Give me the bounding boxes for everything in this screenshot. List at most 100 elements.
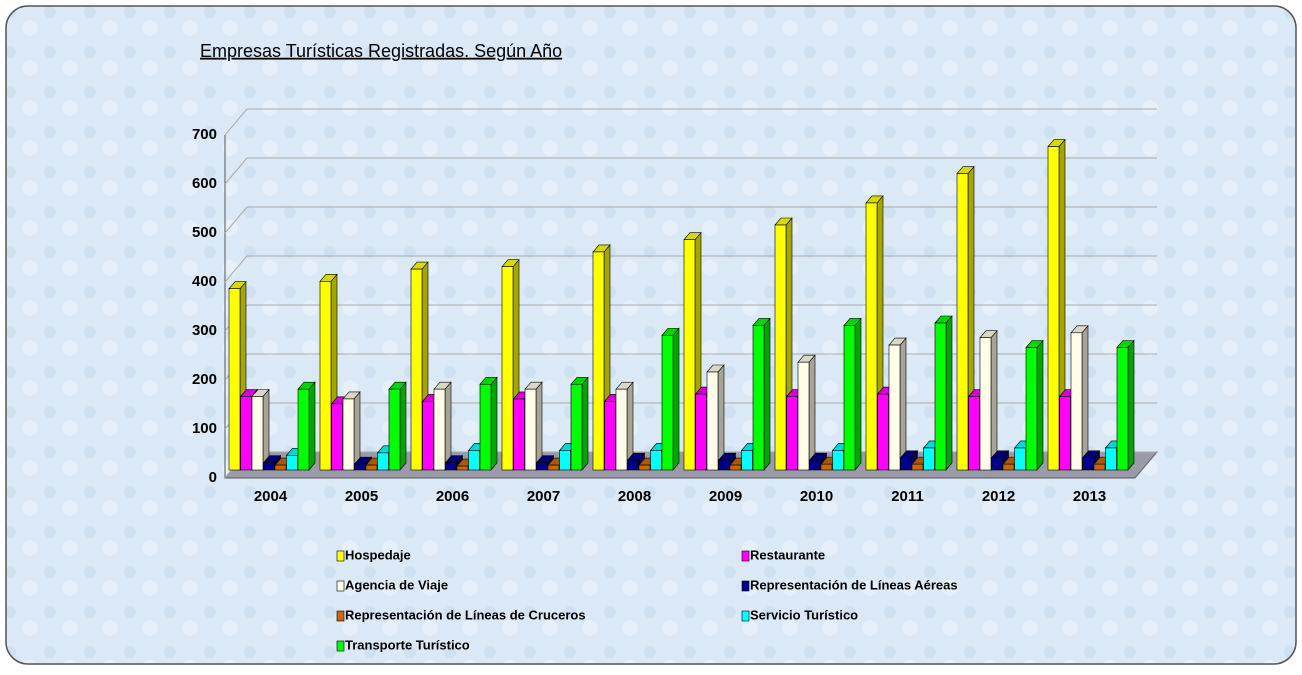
x-tick-label: 2004 bbox=[254, 488, 288, 505]
bar bbox=[695, 393, 707, 471]
bar-side bbox=[399, 381, 407, 471]
bar bbox=[650, 450, 662, 471]
bar bbox=[832, 450, 844, 471]
bar-side bbox=[1127, 339, 1135, 471]
bar bbox=[547, 464, 560, 471]
bar bbox=[900, 457, 912, 471]
bar-side bbox=[308, 381, 316, 471]
bar bbox=[422, 401, 434, 471]
bar bbox=[797, 361, 810, 471]
bar bbox=[479, 383, 492, 471]
bar bbox=[468, 450, 480, 471]
bar bbox=[410, 268, 423, 471]
bar bbox=[501, 266, 514, 471]
bar bbox=[865, 202, 878, 471]
chart-title: Empresas Turísticas Registradas. Según A… bbox=[200, 41, 562, 61]
bar bbox=[433, 388, 446, 471]
bar-side bbox=[854, 317, 862, 471]
bar bbox=[1082, 457, 1094, 471]
legend-label: Restaurante bbox=[750, 547, 825, 562]
legend-swatch bbox=[336, 580, 345, 592]
bar-side bbox=[1036, 339, 1044, 471]
y-tick-label: 500 bbox=[192, 224, 217, 241]
bar-side bbox=[945, 315, 953, 471]
bar bbox=[683, 239, 696, 471]
bar bbox=[774, 224, 787, 471]
bar bbox=[1014, 447, 1026, 471]
bar bbox=[1093, 463, 1106, 471]
legend-label: Hospedaje bbox=[345, 547, 411, 562]
x-tick-label: 2011 bbox=[891, 488, 924, 505]
y-tick-label: 700 bbox=[192, 126, 217, 143]
grid-line bbox=[224, 255, 248, 283]
y-tick-label: 0 bbox=[209, 469, 217, 486]
bar bbox=[638, 464, 651, 471]
legend-label: Transporte Turístico bbox=[345, 637, 470, 652]
bar bbox=[1002, 463, 1015, 471]
bar-side bbox=[581, 376, 589, 471]
legend-label: Agencia de Viaje bbox=[345, 577, 448, 592]
bar bbox=[741, 450, 753, 471]
bar bbox=[627, 459, 639, 471]
bar bbox=[536, 462, 548, 471]
bar bbox=[1047, 146, 1060, 471]
bar bbox=[786, 396, 798, 471]
bar bbox=[524, 388, 537, 471]
bar bbox=[888, 344, 901, 471]
x-tick-label: 2008 bbox=[618, 488, 651, 505]
bar bbox=[718, 459, 730, 471]
x-tick-label: 2007 bbox=[527, 488, 560, 505]
bar bbox=[228, 288, 241, 471]
legend-swatch bbox=[741, 610, 750, 622]
grid-line bbox=[224, 206, 248, 234]
bar bbox=[843, 325, 856, 471]
bar bbox=[661, 334, 674, 471]
y-tick-label: 600 bbox=[192, 175, 217, 192]
bar-side bbox=[899, 337, 907, 471]
x-tick-label: 2012 bbox=[982, 488, 1015, 505]
bar bbox=[1059, 396, 1071, 471]
bar-side bbox=[990, 329, 998, 471]
legend-swatch bbox=[336, 610, 345, 622]
bar bbox=[979, 337, 992, 471]
bar-side bbox=[763, 317, 771, 471]
y-tick-label: 300 bbox=[192, 322, 217, 339]
legend-swatch bbox=[336, 550, 345, 562]
bar bbox=[319, 281, 332, 471]
bar-side bbox=[717, 364, 725, 471]
bar bbox=[263, 462, 275, 471]
bar bbox=[956, 173, 969, 471]
bar bbox=[1116, 347, 1129, 471]
y-tick-label: 200 bbox=[192, 371, 217, 388]
bar bbox=[251, 396, 264, 471]
legend-label: Servicio Turístico bbox=[750, 607, 858, 622]
bar bbox=[911, 463, 924, 471]
x-tick-label: 2013 bbox=[1073, 488, 1106, 505]
bar bbox=[592, 251, 605, 471]
bar bbox=[559, 450, 571, 471]
y-tick-label: 400 bbox=[192, 273, 217, 290]
x-tick-label: 2010 bbox=[800, 488, 833, 505]
grid-line bbox=[224, 108, 248, 136]
bar bbox=[706, 371, 719, 471]
bar bbox=[331, 403, 343, 471]
bar bbox=[570, 383, 583, 471]
grid-line bbox=[224, 157, 248, 185]
bar bbox=[729, 464, 742, 471]
y-tick-label: 100 bbox=[192, 420, 217, 437]
bar bbox=[1105, 447, 1117, 471]
bar bbox=[456, 465, 469, 471]
bar bbox=[354, 463, 366, 471]
bar bbox=[604, 401, 616, 471]
bar bbox=[1070, 332, 1083, 471]
bar bbox=[809, 459, 821, 471]
legend-swatch bbox=[336, 640, 345, 652]
x-tick-label: 2005 bbox=[345, 488, 378, 505]
bar bbox=[991, 457, 1003, 471]
bar bbox=[968, 396, 980, 471]
bar-side bbox=[672, 327, 680, 471]
bar bbox=[820, 463, 833, 471]
x-tick-label: 2006 bbox=[436, 488, 469, 505]
bar bbox=[342, 398, 355, 471]
bar bbox=[240, 396, 252, 471]
